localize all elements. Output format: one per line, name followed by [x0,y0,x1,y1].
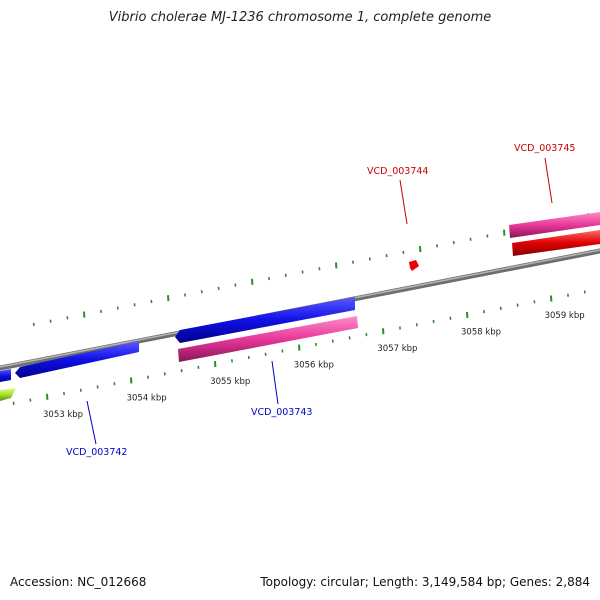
callout-vcd-003743 [271,360,279,405]
gene-label-vcd-003742[interactable]: VCD_003742 [66,447,127,458]
tick-labels: 3053 kbp 3054 kbp 3055 kbp 3056 kbp 3057 kbp… [43,311,585,420]
gene-label-vcd-003744[interactable]: VCD_003744 [367,166,428,177]
callout-vcd-003744 [399,179,408,225]
gene-vcd-003743[interactable] [178,316,358,362]
accession-text: Accession: NC_012668 [10,575,147,589]
tick-label-3058: 3058 kbp [461,327,501,337]
tick-label-3053: 3053 kbp [43,410,83,420]
tick-label-3057: 3057 kbp [377,344,417,354]
gene-blue-left-stub[interactable] [0,369,11,382]
gene-label-vcd-003743[interactable]: VCD_003743 [251,407,312,418]
tick-label-3059: 3059 kbp [545,311,585,321]
callout-vcd-003745 [544,157,553,204]
gene-lime-left-stub[interactable] [0,388,16,401]
gene-label-vcd-003745[interactable]: VCD_003745 [514,143,575,154]
upper-tick-track [32,213,590,327]
red-marker[interactable] [409,260,419,271]
gene-red-right[interactable] [512,230,600,256]
callout-vcd-003742 [86,400,97,445]
gene-vcd-003745[interactable] [509,212,600,238]
genome-summary-text: Topology: circular; Length: 3,149,584 bp… [260,575,590,589]
map-title: Vibrio cholerae MJ-1236 chromosome 1, co… [108,10,492,25]
tick-label-3055: 3055 kbp [210,377,250,387]
gene-vcd-003743-forward[interactable] [175,297,355,343]
gene-vcd-003742[interactable] [15,341,139,378]
tick-label-3056: 3056 kbp [294,360,334,370]
tick-label-3054: 3054 kbp [127,393,167,403]
lower-tick-track [12,290,586,405]
